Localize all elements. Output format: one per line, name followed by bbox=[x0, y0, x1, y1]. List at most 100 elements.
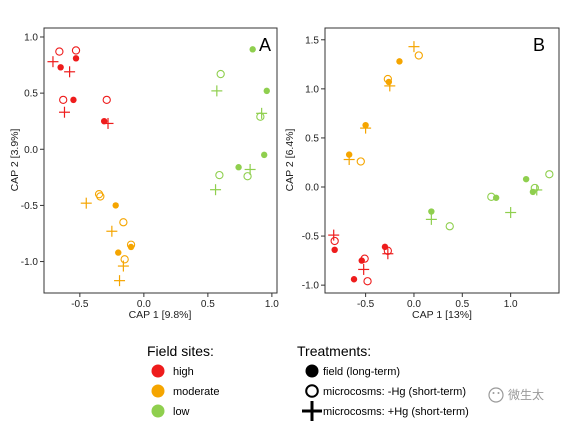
panel-b-point-high-filled bbox=[381, 243, 389, 251]
legend-open-circle-icon bbox=[305, 384, 319, 398]
panel-a-point-low-plus bbox=[211, 85, 223, 97]
legend-field-sites: Field sites: high moderate low bbox=[147, 343, 219, 418]
panel-b-y-tick-label: 1.5 bbox=[305, 35, 319, 46]
panel-b-point-low-filled bbox=[522, 175, 530, 183]
panel-a-x-tick-label: 0.0 bbox=[137, 299, 151, 310]
panel-b-x-tick-label: 0.0 bbox=[407, 299, 421, 310]
panel-b-y-tick-label: 1.0 bbox=[305, 84, 319, 95]
panel-a-y-tick-label: 0.0 bbox=[24, 145, 38, 156]
legend-label-minus-hg: microcosms: -Hg (short-term) bbox=[323, 386, 466, 398]
panel-b-label: B bbox=[533, 35, 545, 55]
panel-a-y-tick-label: 0.5 bbox=[24, 89, 38, 100]
panel-a-point-high-filled bbox=[70, 96, 77, 104]
panel-a-point-high-plus bbox=[47, 56, 59, 68]
panel-b-point-low-filled bbox=[529, 188, 537, 196]
panel-a-point-moderate-plus bbox=[106, 225, 118, 237]
panel-a-point-moderate-plus bbox=[80, 197, 92, 209]
panel-b-point-high-plus bbox=[328, 229, 340, 241]
panel-a-point-high-filled bbox=[57, 64, 64, 71]
panel-a-point-low-open bbox=[216, 69, 225, 79]
panel-a-label: A bbox=[259, 35, 271, 55]
panel-a-y-axis-label: CAP 2 [3.9%] bbox=[9, 128, 21, 191]
panel-a-point-moderate-open bbox=[119, 218, 128, 227]
legend-treatments: Treatments: field (long-term) microcosms… bbox=[297, 343, 469, 421]
panel-b-frame bbox=[324, 27, 560, 294]
panel-b-point-moderate-plus bbox=[408, 41, 420, 53]
panel-a-point-moderate-open bbox=[96, 192, 105, 201]
panel-a-point-low-filled bbox=[249, 46, 256, 53]
legend-plus-icon bbox=[302, 401, 322, 421]
panel-a-ticks: -0.5 0.0 0.5 1.0 -1.0 -0.5 0.0 0.5 1.0 bbox=[21, 32, 280, 310]
panel-b-y-tick-label: 0.5 bbox=[305, 133, 319, 144]
panel-a-point-low-open bbox=[256, 112, 265, 121]
panel-b-chart: B CAP 1 [13%] CAP 2 [6.4%] -0.5 0.0 0.5 1.0… bbox=[284, 27, 560, 321]
panel-b-point-moderate-filled bbox=[385, 78, 393, 86]
panel-a-point-high-open bbox=[71, 46, 81, 55]
panel-b-point-low-filled bbox=[428, 208, 435, 215]
panel-a-point-high-open bbox=[55, 47, 64, 56]
panel-a-x-tick-label: -0.5 bbox=[71, 299, 89, 310]
panel-a-point-low-plus bbox=[210, 184, 222, 196]
wechat-logo-icon bbox=[488, 387, 504, 403]
panel-a-point-high-open bbox=[102, 95, 111, 105]
panel-a-chart: A CAP 1 [9.8%] CAP 2 [3.9%] -0.5 0.0 0.5 1.… bbox=[9, 27, 280, 321]
panel-a-point-low-filled bbox=[263, 87, 270, 95]
panel-b-y-tick-label: -0.5 bbox=[302, 232, 320, 243]
legend-swatch-high bbox=[151, 364, 165, 378]
panel-a-point-moderate-filled bbox=[112, 202, 119, 209]
panel-a-point-low-filled bbox=[235, 164, 242, 171]
panel-a-point-moderate-open bbox=[94, 190, 104, 199]
panel-b-x-tick-label: 0.5 bbox=[455, 299, 469, 310]
panel-a-frame bbox=[43, 27, 278, 294]
watermark: 微生太 bbox=[488, 387, 544, 403]
panel-a-point-moderate-filled bbox=[115, 249, 122, 256]
panel-a-y-tick-label: -1.0 bbox=[21, 257, 39, 268]
watermark-text: 微生太 bbox=[508, 387, 544, 402]
panel-b-point-high-plus bbox=[382, 248, 394, 260]
panel-a-x-axis-label: CAP 1 [9.8%] bbox=[129, 309, 192, 321]
panel-b-point-moderate-plus bbox=[343, 154, 355, 166]
panel-a-point-high-filled bbox=[100, 117, 108, 125]
panel-a-point-moderate-open bbox=[120, 255, 129, 264]
panel-a-x-tick-label: 0.5 bbox=[201, 299, 215, 310]
wechat-logo-eye-icon bbox=[497, 392, 500, 394]
panel-a-points bbox=[47, 46, 270, 287]
legend-label-field: field (long-term) bbox=[323, 366, 400, 378]
panel-b-x-tick-label: -0.5 bbox=[357, 299, 375, 310]
panel-a-point-high-plus bbox=[64, 66, 76, 78]
panel-b-point-low-plus bbox=[425, 213, 437, 225]
panel-b-point-moderate-open bbox=[356, 157, 365, 166]
panel-b-point-low-open bbox=[545, 170, 554, 179]
panel-a-point-moderate-plus bbox=[117, 260, 129, 272]
panel-b-point-moderate-filled bbox=[396, 58, 403, 65]
panel-b-points bbox=[328, 41, 554, 286]
panel-a-point-high-plus bbox=[102, 117, 114, 129]
panel-b-y-tick-label: -1.0 bbox=[302, 281, 320, 292]
panel-b-point-high-open bbox=[330, 236, 339, 246]
panel-b-point-high-open bbox=[363, 277, 372, 286]
panel-b-point-low-filled bbox=[492, 194, 500, 201]
panel-b-y-axis-label: CAP 2 [6.4%] bbox=[284, 128, 296, 191]
panel-b-point-high-filled bbox=[358, 257, 365, 264]
legend-swatch-low bbox=[151, 404, 165, 418]
wechat-logo-eye-icon bbox=[492, 392, 495, 394]
panel-a-point-high-open bbox=[59, 95, 68, 105]
panel-b-ticks: -0.5 0.0 0.5 1.0 -1.0 -0.5 0.0 0.5 1.0 1.5 bbox=[302, 35, 518, 310]
panel-a-x-tick-label: 1.0 bbox=[265, 299, 279, 310]
legend-label-plus-hg: microcosms: +Hg (short-term) bbox=[323, 406, 469, 418]
panel-b-point-low-open bbox=[445, 222, 454, 231]
panel-b-x-axis-label: CAP 1 [13%] bbox=[412, 309, 472, 321]
panel-b-point-low-plus bbox=[505, 207, 517, 219]
panel-a-point-moderate-filled bbox=[127, 243, 135, 251]
panel-b-point-high-plus bbox=[358, 263, 370, 275]
panel-b-x-tick-label: 1.0 bbox=[504, 299, 518, 310]
panel-a-y-tick-label: -0.5 bbox=[21, 201, 39, 212]
panel-a-point-low-filled bbox=[260, 151, 268, 159]
panel-a-point-high-filled bbox=[72, 55, 80, 62]
legend-filled-circle-icon bbox=[305, 364, 319, 378]
panel-a-point-moderate-plus bbox=[114, 275, 126, 287]
panel-a-point-low-open bbox=[215, 170, 224, 180]
panel-b-point-moderate-plus bbox=[384, 80, 396, 92]
legend-label-low: low bbox=[173, 406, 190, 418]
